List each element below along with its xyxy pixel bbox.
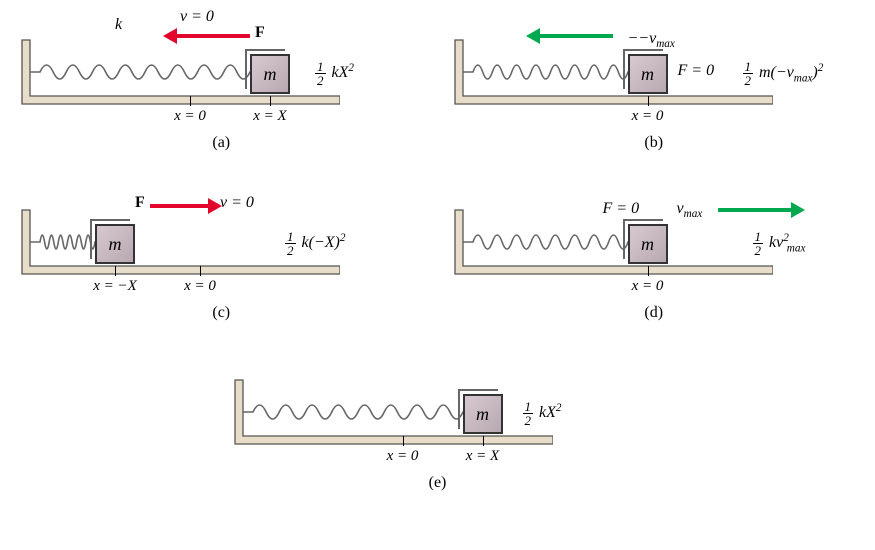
spring-b	[443, 10, 773, 110]
v-label-c: v = 0	[220, 194, 254, 212]
ticklabel-c-mass: x = −X	[93, 278, 137, 295]
tick-c-mass	[115, 266, 116, 276]
caption-b: (b)	[443, 134, 866, 152]
ticklabel-a-eq: x = 0	[174, 108, 206, 125]
ticklabel-e-mass: x = X	[466, 448, 499, 465]
ticklabel-c-eq: x = 0	[184, 278, 216, 295]
arrow-d	[718, 208, 793, 212]
caption-a: (a)	[10, 134, 433, 152]
v-label-b: −−vmax	[628, 30, 675, 50]
energy-e: 12 kX2	[523, 400, 562, 427]
mass-d: m	[628, 224, 668, 264]
caption-d: (d)	[443, 304, 866, 322]
tick-d-mass	[648, 266, 649, 276]
ticklabel-a-mass: x = X	[253, 108, 286, 125]
tick-b-mass	[648, 96, 649, 106]
v-label-d: vmax	[677, 200, 703, 220]
panel-a: m k v = 0 F x = 0 x = X 12 kX2 (a)	[10, 10, 433, 160]
energy-a: 12 kX2	[315, 60, 354, 87]
mass-b: m	[628, 54, 668, 94]
v-label-a: v = 0	[180, 8, 214, 26]
f-label-a: F	[255, 24, 265, 42]
ticklabel-d-mass: x = 0	[632, 278, 664, 295]
panel-d: m F = 0 vmax x = 0 12 kv2max (d)	[443, 180, 866, 330]
f-label-b: F = 0	[678, 62, 715, 80]
figure-grid: m k v = 0 F x = 0 x = X 12 kX2 (a) m −−v…	[10, 10, 865, 500]
panel-c: m v = 0 F x = −X x = 0 12 k(−X)2 (c)	[10, 180, 433, 330]
mass-e: m	[463, 394, 503, 434]
ticklabel-b-mass: x = 0	[632, 108, 664, 125]
f-label-d: F = 0	[603, 200, 640, 218]
spring-a	[10, 10, 340, 110]
tick-a-mass	[270, 96, 271, 106]
caption-e: (e)	[223, 474, 653, 492]
panel-b: m −−vmax F = 0 x = 0 12 m(−vmax)2 (b)	[443, 10, 866, 160]
caption-c: (c)	[10, 304, 433, 322]
mass-c: m	[95, 224, 135, 264]
energy-c: 12 k(−X)2	[285, 230, 345, 257]
arrow-c	[150, 204, 210, 208]
tick-a-eq	[190, 96, 191, 106]
tick-c-eq	[200, 266, 201, 276]
arrow-a	[175, 34, 250, 38]
panel-e: m x = 0 x = X 12 kX2 (e)	[10, 350, 865, 500]
energy-d: 12 kv2max	[753, 230, 806, 257]
k-label-a: k	[115, 16, 122, 34]
arrow-b	[538, 34, 613, 38]
ticklabel-e-eq: x = 0	[387, 448, 419, 465]
f-label-c: F	[135, 194, 145, 212]
energy-b: 12 m(−vmax)2	[743, 60, 824, 87]
mass-a: m	[250, 54, 290, 94]
tick-e-mass	[483, 436, 484, 446]
spring-e	[223, 350, 553, 450]
spring-d	[443, 180, 773, 280]
tick-e-eq	[403, 436, 404, 446]
